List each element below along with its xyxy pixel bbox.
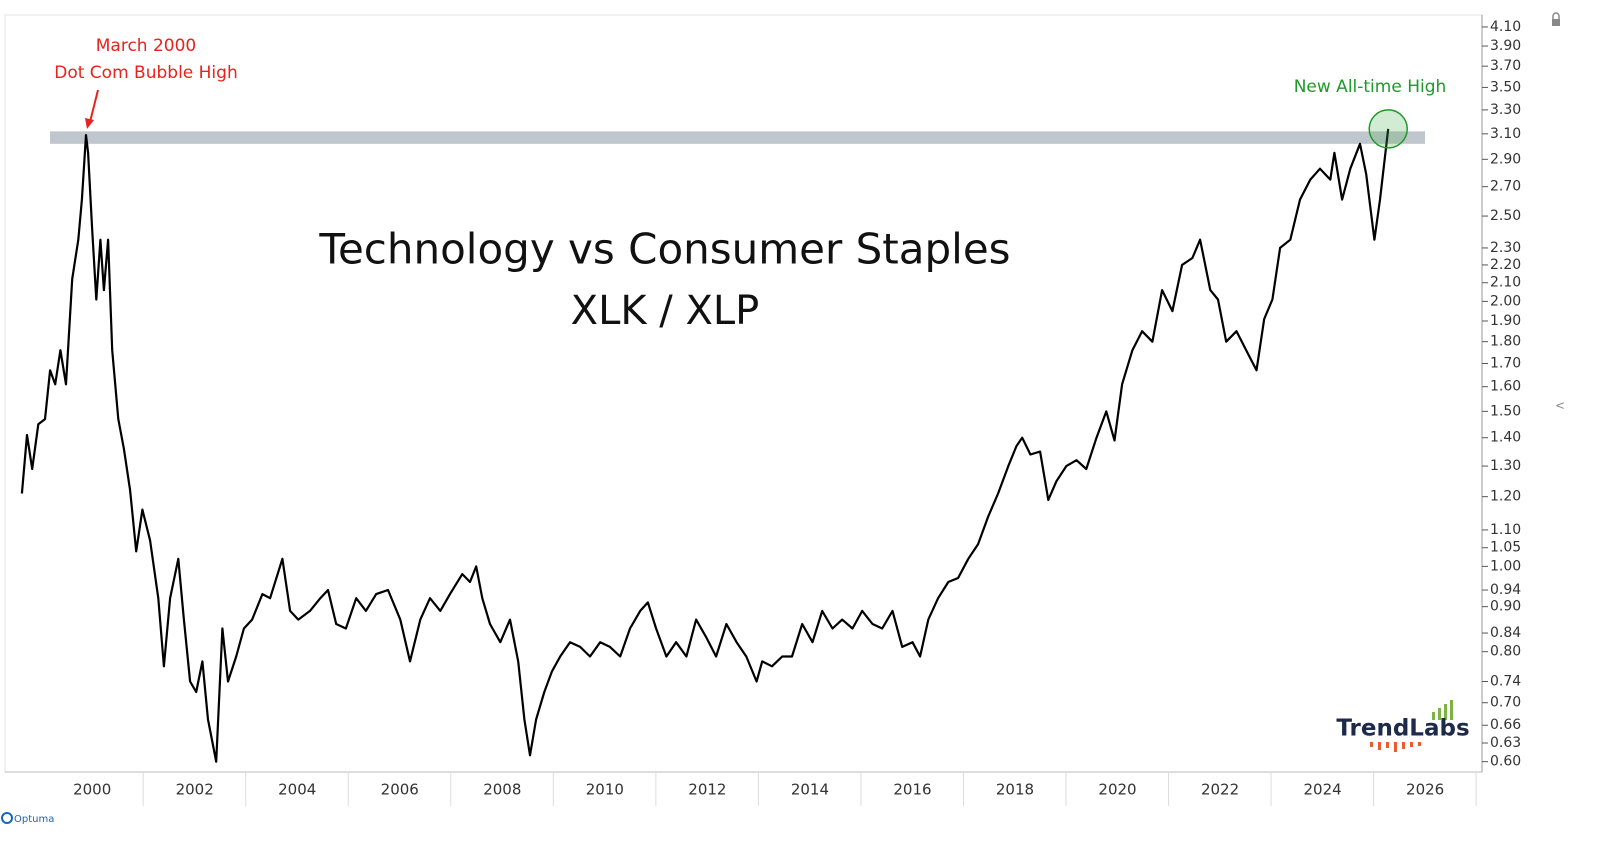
x-tick-label: 2010 (586, 781, 624, 799)
x-tick-label: 2016 (893, 781, 931, 799)
y-tick-label: 1.80 (1490, 334, 1521, 350)
y-tick-label: 2.50 (1490, 208, 1521, 224)
x-tick-label: 2000 (73, 781, 111, 799)
logo-bar (1386, 742, 1389, 748)
y-tick-label: 1.00 (1490, 558, 1521, 574)
y-tick-label: 3.30 (1490, 102, 1521, 118)
y-tick-label: 1.10 (1490, 522, 1521, 538)
y-tick-label: 2.10 (1490, 275, 1521, 291)
logo-bar (1444, 704, 1447, 720)
x-tick-label: 2018 (996, 781, 1034, 799)
y-tick-label: 1.50 (1490, 403, 1521, 419)
logo-bar (1394, 742, 1397, 752)
x-tick-label: 2014 (791, 781, 829, 799)
logo-bar (1402, 742, 1405, 749)
y-tick-label: 3.10 (1490, 126, 1521, 142)
y-tick-label: 0.94 (1490, 582, 1521, 598)
y-tick-label: 2.00 (1490, 293, 1521, 309)
annotation-arrow (89, 89, 99, 123)
y-tick-label: 3.90 (1490, 38, 1521, 54)
logo-bar (1370, 742, 1373, 747)
chart-subtitle: XLK / XLP (571, 288, 760, 334)
x-tick-label: 2004 (278, 781, 316, 799)
y-tick-label: 2.20 (1490, 257, 1521, 273)
y-tick-label: 0.74 (1490, 673, 1521, 689)
y-tick-label: 1.60 (1490, 379, 1521, 395)
y-tick-label: 0.66 (1490, 717, 1521, 733)
y-tick-label: 1.30 (1490, 458, 1521, 474)
y-tick-label: 2.30 (1490, 240, 1521, 256)
y-tick-label: 2.90 (1490, 151, 1521, 167)
x-tick-label: 2006 (381, 781, 419, 799)
reference-band (50, 131, 1425, 144)
y-tick-label: 1.40 (1490, 430, 1521, 446)
lock-icon[interactable] (1552, 19, 1560, 26)
y-tick-label: 1.90 (1490, 313, 1521, 329)
y-tick-label: 4.10 (1490, 19, 1521, 35)
y-tick-label: 0.90 (1490, 599, 1521, 615)
y-tick-label: 3.50 (1490, 79, 1521, 95)
x-tick-label: 2012 (688, 781, 726, 799)
logo-bar (1450, 700, 1453, 720)
x-tick-label: 2022 (1201, 781, 1239, 799)
logo-text: TrendLabs (1336, 716, 1469, 742)
chart-title: Technology vs Consumer Staples (318, 225, 1010, 274)
x-tick-label: 2002 (176, 781, 214, 799)
logo-bar (1438, 708, 1441, 720)
y-tick-label: 0.80 (1490, 644, 1521, 660)
logo-bar (1410, 742, 1413, 747)
y-tick-label: 1.70 (1490, 356, 1521, 372)
band-layer (50, 131, 1425, 144)
high-marker (1368, 109, 1408, 149)
source-label: Optuma (14, 814, 54, 825)
x-tick-label: 2026 (1406, 781, 1444, 799)
y-tick-label: 0.70 (1490, 695, 1521, 711)
y-tick-label: 0.60 (1490, 754, 1521, 770)
price-line (20, 128, 1390, 763)
y-tick-label: 2.70 (1490, 179, 1521, 195)
y-tick-label: 0.63 (1490, 735, 1521, 751)
y-tick-label: 0.84 (1490, 625, 1521, 641)
logo: TrendLabs (1336, 700, 1470, 752)
line-layer (20, 109, 1408, 763)
annotation: March 2000 (96, 36, 197, 56)
y-tick-label: 1.05 (1490, 540, 1521, 556)
arrow-head (85, 118, 94, 129)
y-tick-label: 3.70 (1490, 58, 1521, 74)
logo-bar (1418, 742, 1421, 746)
logo-bar (1378, 742, 1381, 750)
x-tick-label: 2020 (1098, 781, 1136, 799)
y-tick-label: 1.20 (1490, 489, 1521, 505)
x-tick-label: 2008 (483, 781, 521, 799)
x-tick-label: 2024 (1304, 781, 1342, 799)
lock-shackle (1552, 12, 1560, 19)
annotation: Dot Com Bubble High (54, 63, 237, 83)
source-icon (1, 812, 13, 824)
annotation: New All-time High (1294, 77, 1447, 97)
logo-bar (1432, 712, 1435, 720)
collapse-button[interactable]: < (1555, 399, 1565, 413)
